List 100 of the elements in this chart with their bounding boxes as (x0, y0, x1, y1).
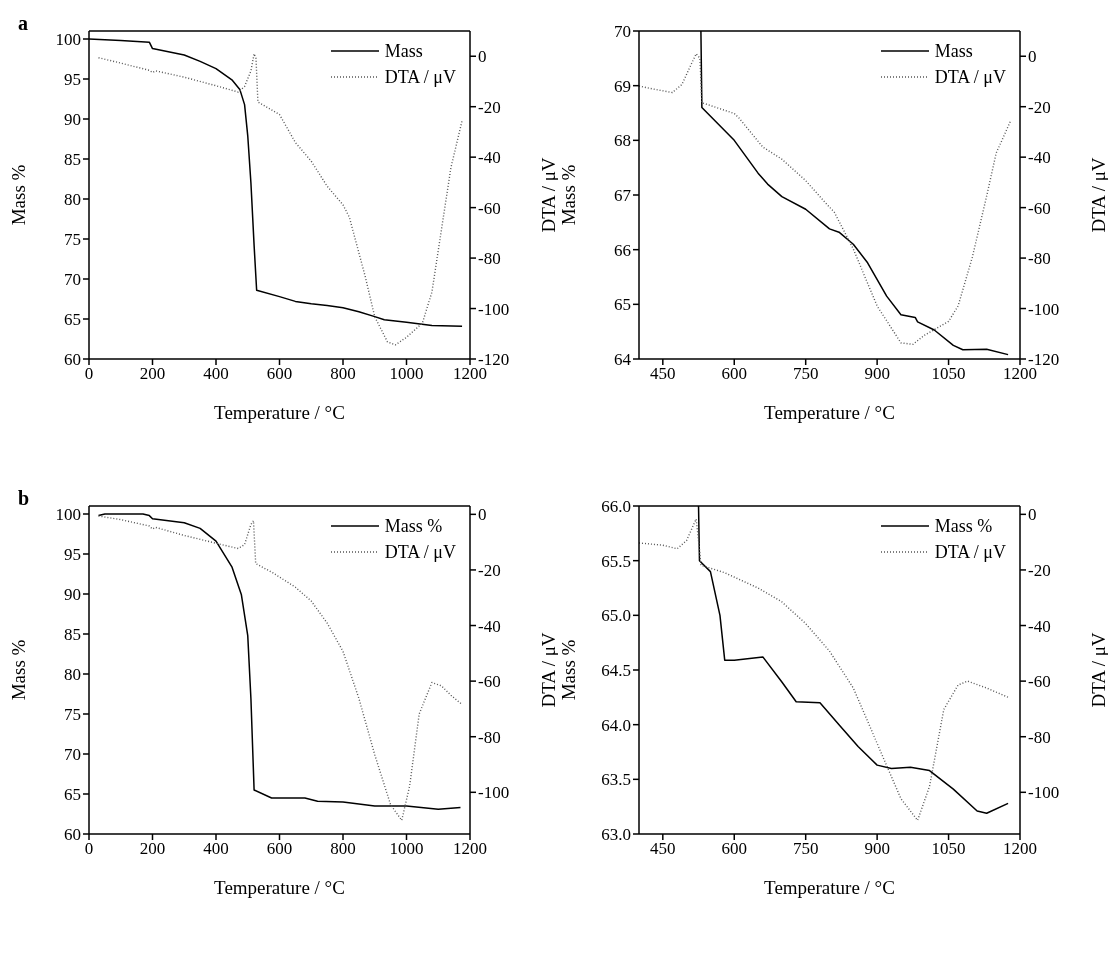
legend-label: DTA / μV (384, 541, 456, 564)
y-tick-label: 100 (55, 505, 81, 525)
y-tick-label: 100 (55, 30, 81, 50)
y-tick-label: 80 (64, 190, 81, 210)
x-tick-label: 800 (330, 839, 356, 859)
legend-label: Mass (384, 40, 423, 63)
x-tick-label: 400 (203, 839, 229, 859)
y-tick-label: 70 (614, 22, 631, 42)
y2-axis-title: DTA / μV (1087, 157, 1109, 233)
x-tick-label: 1050 (931, 839, 966, 859)
x-tick-label: 900 (864, 364, 890, 384)
x-tick-label: 600 (721, 364, 747, 384)
legend-label: DTA / μV (934, 541, 1006, 564)
legend-label: Mass (934, 40, 973, 63)
y-tick-label: 95 (64, 70, 81, 90)
x-tick-label: 450 (650, 839, 676, 859)
x-tick-label: 200 (139, 364, 166, 384)
x-tick-label: 1000 (389, 839, 424, 859)
y-tick-label: 67 (614, 186, 632, 206)
x-tick-label: 600 (721, 839, 747, 859)
y-tick-label: 69 (614, 76, 631, 96)
x-tick-label: 1200 (1003, 364, 1037, 384)
y2-tick-label: -40 (478, 616, 501, 636)
y-tick-label: 65.0 (601, 606, 631, 626)
y2-tick-label: -40 (1028, 148, 1051, 168)
y2-tick-label: -40 (478, 148, 501, 168)
y-tick-label: 63.5 (601, 770, 631, 790)
x-tick-label: 450 (650, 364, 676, 384)
y-tick-label: 80 (64, 665, 81, 685)
x-axis-title: Temperature / °C (764, 877, 895, 898)
y2-tick-label: 0 (1028, 47, 1037, 67)
y-tick-label: 65 (64, 785, 81, 805)
y2-tick-label: -60 (1028, 672, 1051, 692)
y2-tick-label: -100 (478, 783, 510, 803)
y-tick-label: 60 (64, 350, 81, 370)
y2-tick-label: 0 (478, 505, 487, 525)
y-axis-title: Mass % (7, 164, 29, 226)
chart-title: b (18, 487, 30, 510)
legend-label: DTA / μV (384, 66, 456, 89)
y-tick-label: 68 (614, 131, 631, 151)
x-tick-label: 400 (203, 364, 229, 384)
y2-tick-label: -20 (478, 560, 501, 580)
y2-axis-title: DTA / μV (1087, 632, 1109, 708)
y2-tick-label: -60 (1028, 198, 1051, 218)
y-tick-label: 64.0 (601, 715, 631, 735)
y2-tick-label: -40 (1028, 616, 1051, 636)
y-tick-label: 66.0 (601, 497, 631, 517)
y2-tick-label: 0 (478, 47, 487, 67)
x-tick-label: 1050 (931, 364, 966, 384)
y-tick-label: 64.5 (601, 661, 631, 681)
y-tick-label: 90 (64, 110, 81, 130)
y2-tick-label: 0 (1028, 505, 1037, 525)
legend-label: Mass % (384, 515, 443, 538)
y2-tick-label: -100 (478, 299, 510, 319)
x-tick-label: 1200 (453, 364, 487, 384)
line-series (639, 518, 1009, 822)
y-tick-label: 65 (64, 310, 81, 330)
y-axis-title: Mass % (557, 639, 579, 701)
x-tick-label: 800 (330, 364, 356, 384)
y2-tick-label: -80 (478, 249, 501, 269)
y-tick-label: 75 (64, 230, 81, 250)
y-tick-label: 75 (64, 705, 81, 725)
x-tick-label: 1200 (453, 839, 487, 859)
y-tick-label: 85 (64, 150, 81, 170)
y2-tick-label: -20 (478, 97, 501, 117)
y-tick-label: 85 (64, 625, 81, 645)
y2-tick-label: -60 (478, 672, 501, 692)
y-tick-label: 66 (614, 240, 631, 260)
y2-tick-label: -80 (1028, 249, 1051, 269)
x-axis-title: Temperature / °C (214, 877, 345, 898)
y-axis-title: Mass % (557, 164, 579, 226)
x-tick-label: 0 (84, 839, 94, 859)
x-tick-label: 200 (139, 839, 166, 859)
y2-axis-title: DTA / μV (537, 157, 559, 233)
y-tick-label: 64 (614, 350, 632, 370)
y-tick-label: 63.0 (601, 825, 631, 845)
y-tick-label: 60 (64, 825, 81, 845)
x-tick-label: 0 (84, 364, 94, 384)
y-tick-label: 65 (614, 295, 631, 315)
y-tick-label: 70 (64, 270, 81, 290)
x-tick-label: 750 (792, 364, 819, 384)
y2-tick-label: -80 (478, 727, 501, 747)
y2-axis-title: DTA / μV (537, 632, 559, 708)
y2-tick-label: -20 (1028, 97, 1051, 117)
legend-label: DTA / μV (934, 66, 1006, 89)
x-axis-title: Temperature / °C (764, 402, 895, 423)
y2-tick-label: -100 (1028, 783, 1060, 803)
y2-tick-label: -80 (1028, 727, 1051, 747)
x-tick-label: 750 (792, 839, 819, 859)
legend-label: Mass % (934, 515, 993, 538)
y-tick-label: 90 (64, 585, 81, 605)
y-axis-title: Mass % (7, 639, 29, 701)
x-tick-label: 600 (266, 364, 293, 384)
y2-tick-label: -60 (478, 198, 501, 218)
x-axis-title: Temperature / °C (214, 402, 345, 423)
chart-title: a (18, 12, 28, 35)
x-tick-label: 900 (864, 839, 890, 859)
x-tick-label: 1200 (1003, 839, 1037, 859)
y2-tick-label: -20 (1028, 560, 1051, 580)
y2-tick-label: -100 (1028, 299, 1060, 319)
